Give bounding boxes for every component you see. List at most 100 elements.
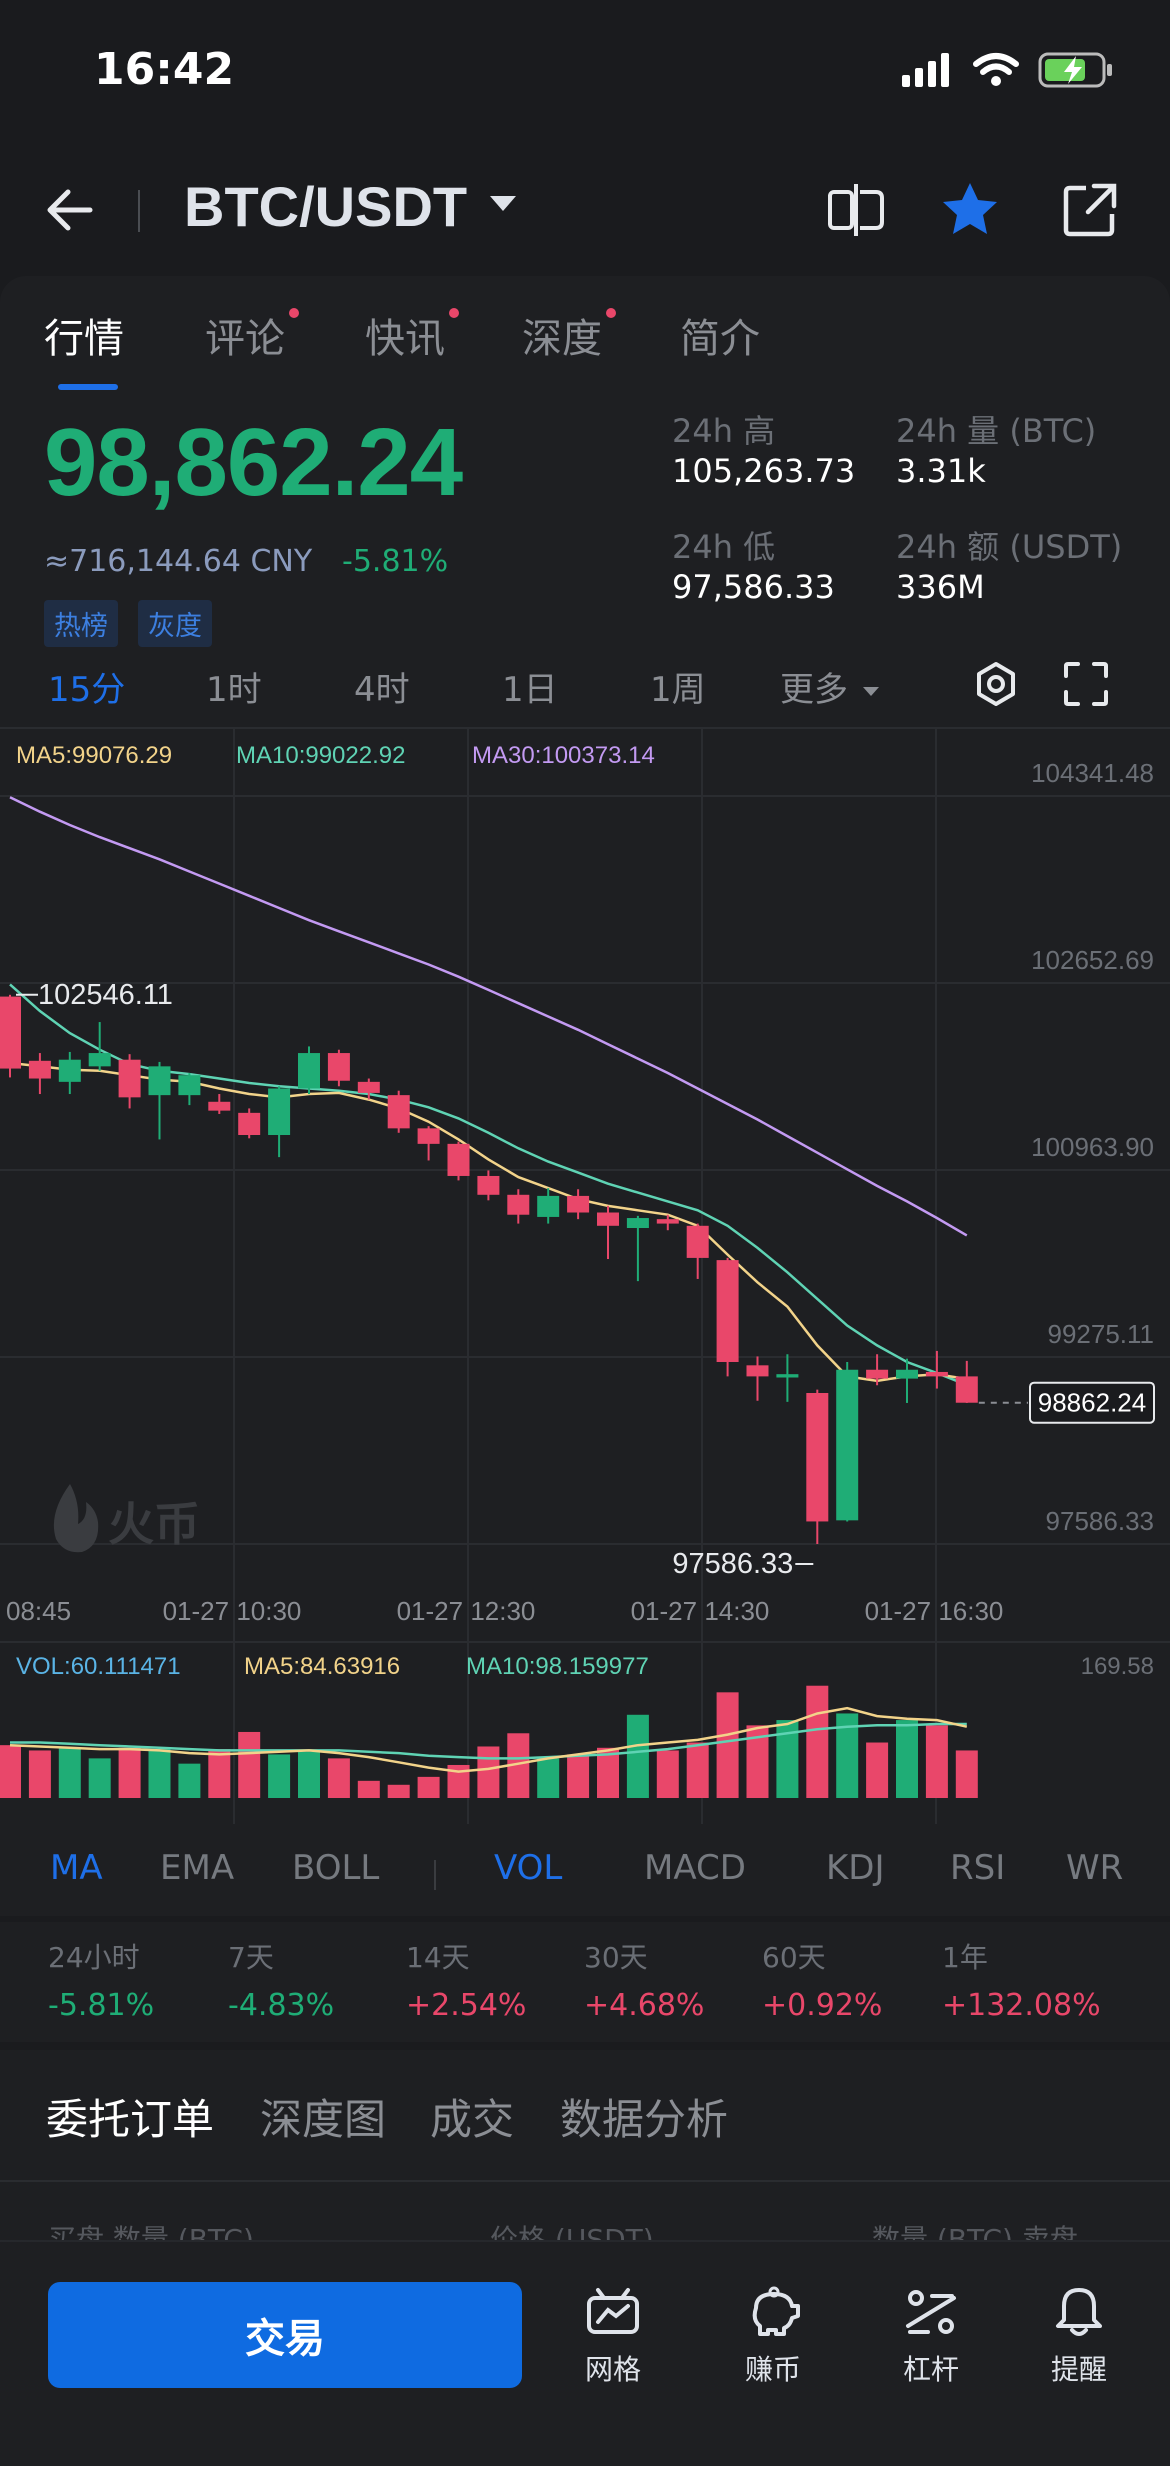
trade-button[interactable]: 交易 (48, 2282, 522, 2388)
kline-svg[interactable]: 火币 104341.48 102652.69 100963.90 99275.11 97… (0, 724, 1170, 1824)
candle-body (507, 1194, 530, 1215)
pair-selector[interactable]: BTC/USDT (184, 175, 468, 238)
candle-body (268, 1088, 291, 1135)
tab-trades[interactable]: 成交 (430, 2095, 515, 2144)
tab-market[interactable]: 行情 (44, 316, 124, 362)
volume-bar (417, 1776, 440, 1798)
indicator-wr[interactable]: WR (1066, 1848, 1124, 1888)
volume-bar (148, 1749, 171, 1798)
volume-bar (746, 1725, 769, 1798)
period-1h[interactable]: 1时 (206, 670, 262, 710)
alert-button[interactable]: 提醒 (1024, 2286, 1134, 2396)
candle-body (118, 1059, 141, 1098)
tab-intro[interactable]: 简介 (680, 316, 760, 362)
period-1w[interactable]: 1周 (650, 670, 706, 710)
volume-bar (28, 1750, 51, 1798)
fullscreen-icon[interactable] (1062, 660, 1110, 708)
period-4h[interactable]: 4时 (354, 670, 410, 710)
tab-data-analysis[interactable]: 数据分析 (560, 2095, 729, 2144)
leverage-button[interactable]: 杠杆 (876, 2286, 986, 2396)
volume-bar (357, 1780, 380, 1798)
price-markers: 102546.11 97586.33 98862.24 (16, 979, 1155, 1580)
tab-news[interactable]: 快讯 (365, 306, 459, 364)
chevron-down-icon[interactable] (490, 196, 516, 211)
volume-bar (477, 1746, 500, 1798)
indicator-rsi[interactable]: RSI (950, 1848, 1006, 1888)
indicator-ma[interactable]: MA (50, 1848, 103, 1888)
indicator-vol[interactable]: VOL (494, 1848, 563, 1888)
x-axis-labels: 08:45 01-27 10:30 01-27 12:30 01-27 14:30 01… (6, 1596, 1003, 1626)
kline-chart[interactable]: 火币 104341.48 102652.69 100963.90 99275.11 97… (0, 724, 1170, 1824)
tab-comments[interactable]: 评论 (205, 306, 299, 364)
volume-bar (955, 1750, 978, 1798)
period-more[interactable]: 更多 (780, 662, 879, 711)
candle-body (746, 1365, 769, 1377)
volume-bar (447, 1764, 470, 1798)
chart-settings-icon[interactable] (972, 660, 1020, 708)
tag-row: 热榜 灰度 (44, 600, 212, 647)
indicator-macd[interactable]: MACD (644, 1848, 746, 1888)
period-15m[interactable]: 15分 (48, 670, 126, 710)
period-1d[interactable]: 1日 (502, 670, 558, 710)
caret-down-icon (862, 687, 879, 696)
volume-bar (387, 1784, 410, 1798)
volume-bar (208, 1749, 231, 1798)
indicator-kdj[interactable]: KDJ (826, 1848, 885, 1888)
indicator-ema[interactable]: EMA (160, 1848, 235, 1888)
volume-bar (118, 1747, 141, 1798)
header-divider (138, 190, 140, 232)
y-tick-label: 100963.90 (1031, 1132, 1154, 1162)
period-selector: 15分 1时 4时 1日 1周 更多 (0, 652, 1170, 712)
tag-hot[interactable]: 热榜 (44, 600, 118, 647)
x-tick-label: 01-27 16:30 (865, 1596, 1004, 1626)
share-icon[interactable] (1058, 178, 1122, 242)
grid-button[interactable]: 网格 (558, 2286, 668, 2396)
piggy-bank-icon (752, 2286, 800, 2336)
stat-vol-label: 24h 量 (BTC) (896, 412, 1097, 450)
volume-bar (776, 1720, 799, 1798)
y-tick-label: 102652.69 (1031, 945, 1154, 975)
volume-bar (88, 1758, 111, 1798)
earn-label: 赚币 (744, 2353, 801, 2386)
watermark: 火币 (53, 1484, 200, 1553)
tag-grayscale[interactable]: 灰度 (138, 600, 212, 647)
candle-body (776, 1374, 799, 1378)
candle-body (208, 1101, 231, 1111)
indicator-boll[interactable]: BOLL (292, 1848, 380, 1888)
volume-bar (686, 1742, 709, 1798)
tab-open-orders[interactable]: 委托订单 (46, 2095, 215, 2144)
volume-bar (178, 1763, 201, 1798)
high-marker-label: 102546.11 (38, 979, 173, 1011)
current-price-label: 98862.24 (1038, 1388, 1146, 1418)
stat-high-label: 24h 高 (672, 412, 776, 450)
volume-bar (626, 1714, 649, 1798)
x-tick-label: 01-27 12:30 (397, 1596, 536, 1626)
notification-dot (289, 308, 299, 318)
orders-divider (0, 2180, 1170, 2182)
stat-low-value: 97,586.33 (672, 568, 835, 606)
volume-bar (836, 1713, 859, 1798)
candle-body (626, 1218, 649, 1229)
stat-high-value: 105,263.73 (672, 452, 856, 490)
volume-bar (716, 1692, 739, 1798)
tab-depth-chart[interactable]: 深度图 (260, 2095, 387, 2144)
candle-body (567, 1195, 590, 1213)
current-price-box (1029, 1381, 1155, 1424)
volume-bar (896, 1720, 918, 1798)
nav-header: BTC/USDT (0, 150, 1170, 270)
favorite-star-icon[interactable] (938, 178, 1002, 242)
candle-body (357, 1081, 380, 1093)
x-tick-label: 01-27 10:30 (163, 1596, 302, 1626)
back-arrow-icon[interactable] (40, 180, 100, 240)
candle-body (28, 1060, 51, 1079)
earn-button[interactable]: 赚币 (718, 2286, 828, 2396)
stat-amount-value: 336M (896, 568, 985, 606)
vol-max-label: 169.58 (1081, 1653, 1154, 1680)
tab-depth[interactable]: 深度 (522, 306, 616, 364)
grid-bot-icon (587, 2288, 639, 2334)
volume-bar (656, 1750, 679, 1798)
compare-icon[interactable] (824, 178, 888, 242)
volume-bar (866, 1742, 889, 1798)
volume-bar (806, 1685, 829, 1798)
volume-bar (298, 1751, 320, 1798)
